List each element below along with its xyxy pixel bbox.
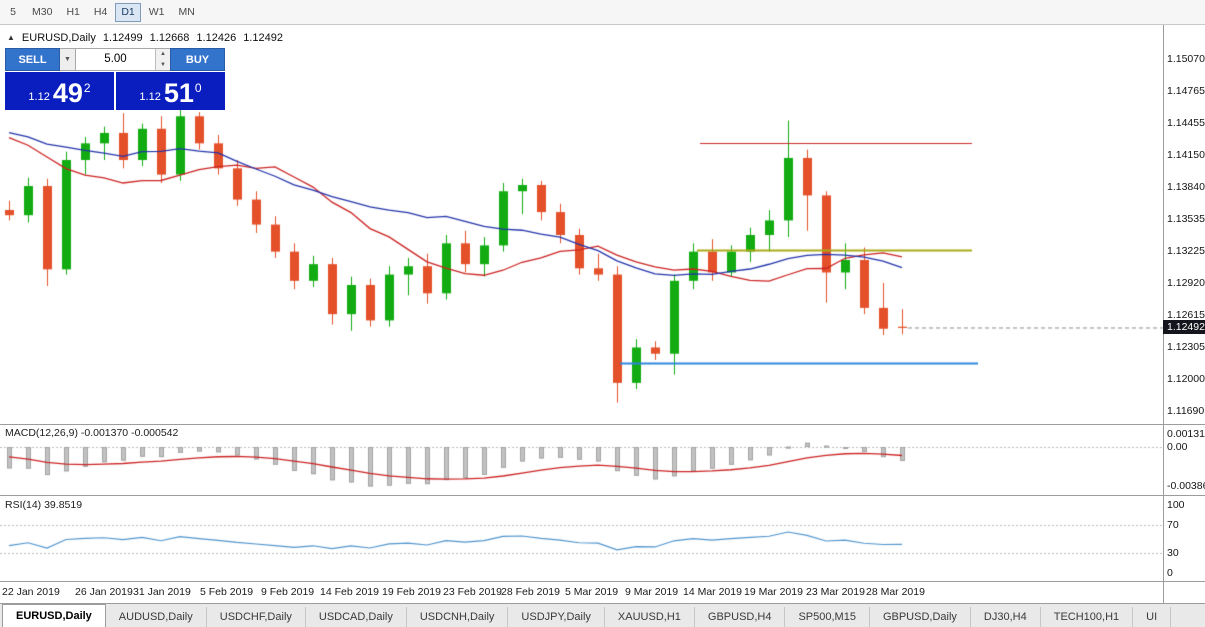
date-label: 23 Mar 2019 xyxy=(806,586,865,598)
volume-up-arrow[interactable]: ▲ xyxy=(156,49,170,60)
buy-button[interactable]: BUY xyxy=(170,48,225,71)
ohlc-close: 1.12492 xyxy=(243,32,283,44)
timeframe-h4-button[interactable]: H4 xyxy=(93,6,108,18)
date-label: 31 Jan 2019 xyxy=(133,586,191,598)
price-tick: 1.12920 xyxy=(1167,276,1205,289)
sell-price-pipette: 2 xyxy=(83,81,91,95)
timeframe-h1-button[interactable]: H1 xyxy=(66,6,80,18)
indicator-tick: 100 xyxy=(1167,499,1185,511)
axis-separator xyxy=(0,581,1205,582)
tab-usdjpy-daily[interactable]: USDJPY,Daily xyxy=(508,607,605,627)
tab-ui[interactable]: UI xyxy=(1133,607,1172,627)
timeframe-d1-button[interactable]: D1 xyxy=(115,2,141,22)
volume-dropdown-button[interactable]: ▼ xyxy=(60,48,76,71)
price-tick: 1.13225 xyxy=(1167,245,1205,258)
indicator-tick: 0.00 xyxy=(1167,441,1188,453)
price-tick: 1.12305 xyxy=(1167,340,1205,353)
date-label: 19 Mar 2019 xyxy=(744,586,803,598)
tab-usdcnh-daily[interactable]: USDCNH,Daily xyxy=(407,607,509,627)
price-tick: 1.13840 xyxy=(1167,181,1205,194)
date-label: 28 Feb 2019 xyxy=(501,586,560,598)
price-axis[interactable]: 1.15070 1.14765 1.14455 1.14150 1.13840 1.135… xyxy=(1163,25,1205,603)
volume-stepper: ▲ ▼ xyxy=(155,49,170,70)
rsi-label: RSI(14) 39.8519 xyxy=(5,499,83,511)
price-tick: 1.14765 xyxy=(1167,84,1205,97)
indicator-tick: -0.00386 xyxy=(1167,479,1205,492)
sell-button[interactable]: SELL xyxy=(5,48,60,71)
sell-price-big: 49 xyxy=(52,78,83,108)
price-tick: 1.12000 xyxy=(1167,372,1205,385)
tab-eurusd-daily[interactable]: EURUSD,Daily xyxy=(2,604,106,627)
date-label: 5 Feb 2019 xyxy=(200,586,254,598)
volume-input[interactable]: 5.00 ▲ ▼ xyxy=(76,48,170,71)
date-axis[interactable]: 22 Jan 2019 26 Jan 2019 31 Jan 2019 5 Feb 2… xyxy=(0,582,1163,603)
ohlc-open: 1.12499 xyxy=(102,32,143,44)
buy-price-prefix: 1.12 xyxy=(139,91,161,103)
date-label: 14 Mar 2019 xyxy=(683,586,742,598)
tab-xauusd-h1[interactable]: XAUUSD,H1 xyxy=(605,607,695,627)
timeframe-m30-button[interactable]: M30 xyxy=(32,6,53,18)
chart-header: ▲ EURUSD,Daily 1.12499 1.12668 1.12426 1… xyxy=(7,32,283,44)
date-label: 22 Jan 2019 xyxy=(2,586,60,598)
sell-price-prefix: 1.12 xyxy=(28,91,50,103)
price-tick: 1.14455 xyxy=(1167,117,1205,130)
date-label: 14 Feb 2019 xyxy=(320,586,379,598)
tab-audusd-daily[interactable]: AUDUSD,Daily xyxy=(106,607,207,627)
price-tick: 1.11690 xyxy=(1167,404,1205,417)
indicator-tick: 0.001313 xyxy=(1167,427,1205,440)
timeframe-w1-button[interactable]: W1 xyxy=(148,6,165,18)
chart-title: EURUSD,Daily xyxy=(21,32,96,44)
date-label: 9 Mar 2019 xyxy=(625,586,679,598)
buy-price-pipette: 0 xyxy=(194,81,202,95)
date-label: 26 Jan 2019 xyxy=(75,586,133,598)
date-label: 28 Mar 2019 xyxy=(866,586,925,598)
indicator-tick: 70 xyxy=(1167,519,1179,532)
volume-down-arrow[interactable]: ▼ xyxy=(156,59,170,70)
date-label: 5 Mar 2019 xyxy=(565,586,619,598)
chart-tab-bar: EURUSD,Daily AUDUSD,Daily USDCHF,Daily USDC… xyxy=(0,603,1205,627)
volume-value: 5.00 xyxy=(104,53,127,65)
price-tick: 1.13535 xyxy=(1167,212,1205,225)
timeframe-toolbar: 5 M30 H1 H4 D1 W1 MN xyxy=(0,0,1205,25)
timeframe-5-button[interactable]: 5 xyxy=(10,6,16,18)
price-axis-separator xyxy=(1163,25,1164,603)
pane-separator[interactable] xyxy=(0,424,1205,425)
price-tick: 1.12615 xyxy=(1167,308,1205,321)
tab-usdcad-daily[interactable]: USDCAD,Daily xyxy=(306,607,407,627)
one-click-trading-panel: SELL ▼ 5.00 ▲ ▼ BUY 1.12 49 2 1.12 51 xyxy=(5,48,225,110)
tab-sp500-m15[interactable]: SP500,M15 xyxy=(785,607,870,627)
buy-price-tile[interactable]: 1.12 51 0 xyxy=(116,72,225,110)
date-label: 9 Feb 2019 xyxy=(261,586,315,598)
one-click-panel-toggle-icon[interactable]: ▲ xyxy=(7,33,15,42)
tab-gbpusd-daily[interactable]: GBPUSD,Daily xyxy=(870,607,971,627)
indicator-tick: 30 xyxy=(1167,546,1179,559)
ohlc-high: 1.12668 xyxy=(149,32,190,44)
buy-price-big: 51 xyxy=(163,78,194,108)
date-label: 19 Feb 2019 xyxy=(382,586,441,598)
pane-separator[interactable] xyxy=(0,495,1205,496)
current-price-badge: 1.12492 xyxy=(1163,320,1205,335)
price-tick: 1.14150 xyxy=(1167,148,1205,161)
tab-tech100-h1[interactable]: TECH100,H1 xyxy=(1041,607,1134,627)
ohlc-low: 1.12426 xyxy=(196,32,237,44)
tab-gbpusd-h4[interactable]: GBPUSD,H4 xyxy=(695,607,786,627)
sell-price-tile[interactable]: 1.12 49 2 xyxy=(5,72,114,110)
indicator-tick: 0 xyxy=(1167,567,1173,579)
price-tick: 1.15070 xyxy=(1167,53,1205,65)
macd-label: MACD(12,26,9) -0.001370 -0.000542 xyxy=(5,427,179,439)
chevron-down-icon: ▼ xyxy=(64,56,71,63)
date-label: 23 Feb 2019 xyxy=(443,586,502,598)
timeframe-mn-button[interactable]: MN xyxy=(178,6,195,18)
tab-dj30-h4[interactable]: DJ30,H4 xyxy=(971,607,1041,627)
tab-usdchf-daily[interactable]: USDCHF,Daily xyxy=(207,607,306,627)
